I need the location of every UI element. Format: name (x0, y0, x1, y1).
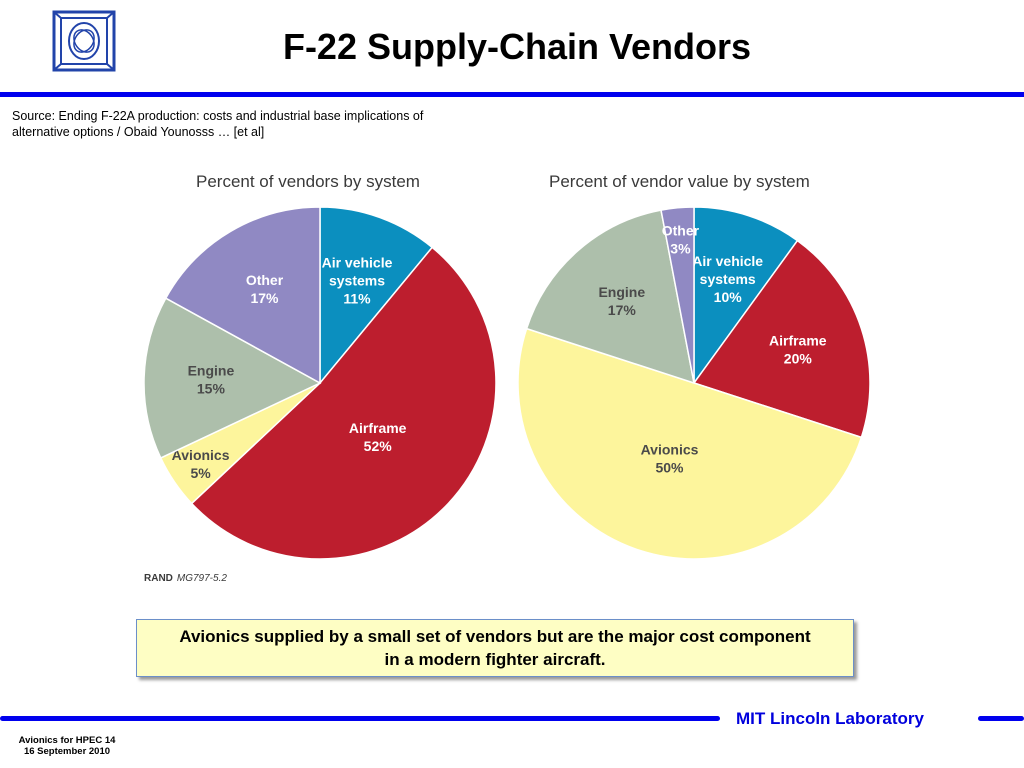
chart-1-label-airframe: Airframe 52% (349, 420, 407, 454)
chart-2-slice-airframe (692, 239, 871, 439)
chart-1-slice-air-vehicle-systems (319, 206, 434, 386)
bottom-divider-left (0, 716, 720, 721)
top-divider (0, 92, 1024, 97)
lab-name: MIT Lincoln Laboratory (736, 709, 924, 728)
chart-2-label-avionics: Avionics 50% (641, 441, 699, 475)
lincoln-lab-logo (52, 10, 116, 72)
chart-1-slice-engine (143, 297, 322, 459)
chart-1-slice-other (164, 206, 321, 385)
source-line-2: alternative options / Obaid Younosss … [… (12, 125, 265, 139)
chart-2-slice-other (660, 206, 695, 384)
chart-2-label-engine: Engine 17% (598, 284, 645, 318)
source-line-1: Source: Ending F-22A production: costs a… (12, 109, 424, 123)
bottom-divider-right (978, 716, 1024, 721)
callout-text: Avionics supplied by a small set of vend… (179, 627, 811, 669)
chart-2-label-airframe: Airframe 20% (769, 332, 827, 366)
chart-1-label-engine: Engine 15% (188, 363, 235, 397)
chart-1-label-other: Other 17% (246, 272, 284, 306)
chart-1-label-air-vehicle-systems: Air vehicle systems 11% (322, 254, 393, 306)
chart-2-title: Percent of vendor value by system (549, 172, 810, 191)
footer: Avionics for HPEC 14 16 September 2010 (8, 735, 126, 757)
chart-1-title: Percent of vendors by system (196, 172, 420, 191)
footer-line-1: Avionics for HPEC 14 (18, 735, 116, 746)
chart-1-label-avionics: Avionics 5% (172, 447, 230, 481)
callout-box: Avionics supplied by a small set of vend… (136, 619, 854, 677)
chart-2-slice-avionics (517, 327, 863, 560)
chart-2-slice-engine (525, 209, 695, 385)
page-title: F-22 Supply-Chain Vendors (282, 26, 752, 67)
source-citation: Source: Ending F-22A production: costs a… (12, 108, 512, 140)
chart-2-slice-air-vehicle-systems (693, 206, 799, 386)
chart-1-credit: RAND MG797-5.2 (144, 573, 227, 584)
chart-1-slice-airframe (190, 246, 497, 560)
chart-2-label-other: Other 3% (662, 222, 700, 256)
chart-2-label-air-vehicle-systems: Air vehicle systems 10% (692, 253, 763, 305)
footer-line-2: 16 September 2010 (23, 746, 111, 757)
